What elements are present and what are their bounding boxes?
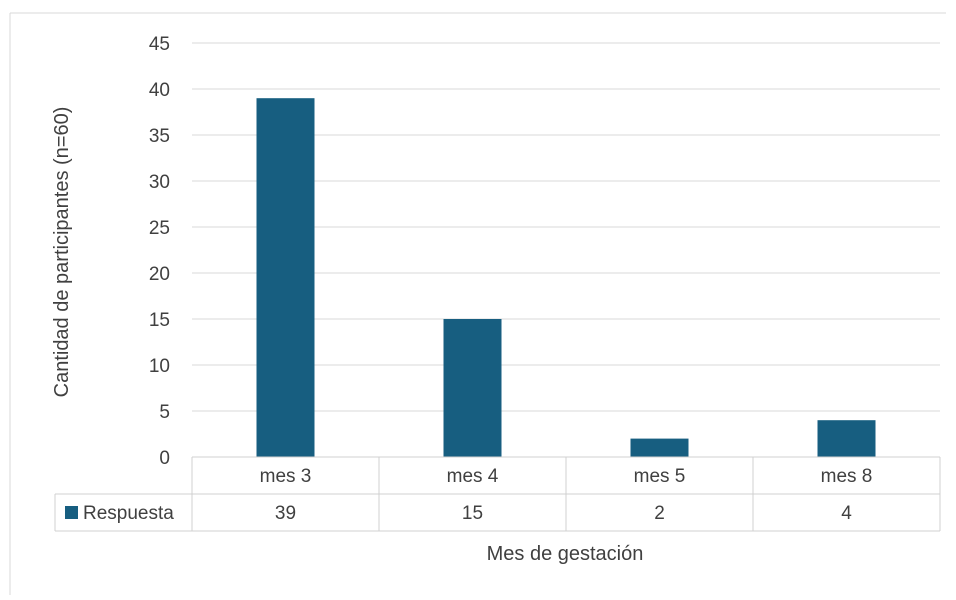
data-table-value: 15 xyxy=(462,503,483,524)
x-category-label: mes 8 xyxy=(821,466,873,487)
x-category-label: mes 5 xyxy=(634,466,686,487)
y-tick-label: 45 xyxy=(149,34,170,55)
y-tick-label: 40 xyxy=(149,80,170,101)
y-tick-label: 20 xyxy=(149,264,170,285)
y-tick-label: 30 xyxy=(149,172,170,193)
x-axis-label: Mes de gestación xyxy=(487,543,644,565)
bar xyxy=(256,98,315,457)
data-table: mes 3 39 mes 4 15 mes 5 2 mes 8 4 Respuesta xyxy=(54,456,941,532)
y-axis-ticks: 0 5 10 15 20 25 30 35 40 45 xyxy=(149,34,170,469)
x-category-label: mes 3 xyxy=(260,466,312,487)
y-tick-label: 0 xyxy=(159,448,170,469)
legend-swatch xyxy=(65,506,78,519)
data-table-value: 39 xyxy=(275,503,296,524)
y-tick-label: 5 xyxy=(159,402,170,423)
y-tick-label: 25 xyxy=(149,218,170,239)
x-category-label: mes 4 xyxy=(447,466,499,487)
data-table-value: 2 xyxy=(654,503,665,524)
y-tick-label: 35 xyxy=(149,126,170,147)
bars xyxy=(256,98,876,457)
data-table-value: 4 xyxy=(841,503,852,524)
y-tick-label: 10 xyxy=(149,356,170,377)
bar xyxy=(817,420,876,457)
bar xyxy=(630,438,689,457)
bar xyxy=(443,319,502,457)
y-axis-label: Cantidad de participantes (n=60) xyxy=(51,107,73,398)
y-tick-label: 15 xyxy=(149,310,170,331)
legend-series-label: Respuesta xyxy=(83,503,174,524)
